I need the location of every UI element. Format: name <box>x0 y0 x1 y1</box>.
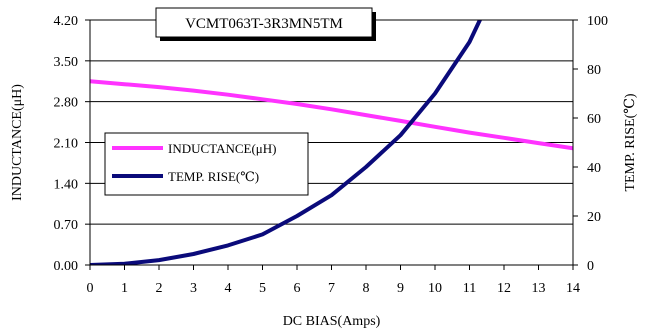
x-tick-label: 6 <box>294 281 301 296</box>
legend-label-inductance: INDUCTANCE(μH) <box>168 141 276 156</box>
y-left-tick-label: 4.20 <box>54 14 79 29</box>
x-tick-label: 4 <box>225 281 232 296</box>
x-tick-label: 2 <box>156 281 163 296</box>
legend-frame <box>104 132 309 196</box>
x-tick-label: 13 <box>532 281 546 296</box>
y-right-axis-title: TEMP. RISE(℃) <box>623 93 638 191</box>
y-right-tick-label: 80 <box>587 63 601 78</box>
x-tick-label: 12 <box>497 281 511 296</box>
x-tick-label: 14 <box>566 281 580 296</box>
series-line-inductance <box>90 79 573 151</box>
legend-label-temp-rise: TEMP. RISE(℃) <box>168 169 259 184</box>
y-left-axis-title: INDUCTANCE(μH) <box>10 84 25 201</box>
x-tick-label: 9 <box>397 281 404 296</box>
y-left-tick-label: 2.80 <box>54 96 79 111</box>
title-box: VCMT063T-3R3MN5TM <box>155 7 376 41</box>
series-line-temp-rise <box>90 20 482 265</box>
y-left-tick-label: 1.40 <box>54 177 79 192</box>
x-tick-label: 11 <box>463 281 476 296</box>
title-box-frame <box>155 7 373 38</box>
y-left-tick-label: 0.70 <box>54 218 79 233</box>
y-left-tick-label: 0.00 <box>54 259 79 274</box>
x-tick-label: 8 <box>363 281 370 296</box>
y-right-tick-label: 40 <box>587 161 601 176</box>
x-axis-title: DC BIAS(Amps) <box>283 314 381 329</box>
y-right-tick-label: 0 <box>587 259 594 274</box>
legend: INDUCTANCE(μH) TEMP. RISE(℃) <box>104 132 309 196</box>
x-tick-label: 10 <box>428 281 442 296</box>
chart-title: VCMT063T-3R3MN5TM <box>185 16 343 32</box>
x-tick-label: 1 <box>121 281 128 296</box>
x-tick-label: 0 <box>87 281 94 296</box>
y-left-tick-label: 3.50 <box>54 55 79 70</box>
x-tick-label: 3 <box>190 281 197 296</box>
tick-labels: 0.000.701.402.102.803.504.20020406080100… <box>54 14 609 296</box>
series-layer <box>90 20 573 265</box>
y-right-tick-label: 100 <box>587 14 608 29</box>
y-right-tick-label: 20 <box>587 210 601 225</box>
x-tick-label: 5 <box>259 281 266 296</box>
y-left-tick-label: 2.10 <box>54 137 79 152</box>
x-tick-label: 7 <box>328 281 335 296</box>
y-right-tick-label: 60 <box>587 112 601 127</box>
